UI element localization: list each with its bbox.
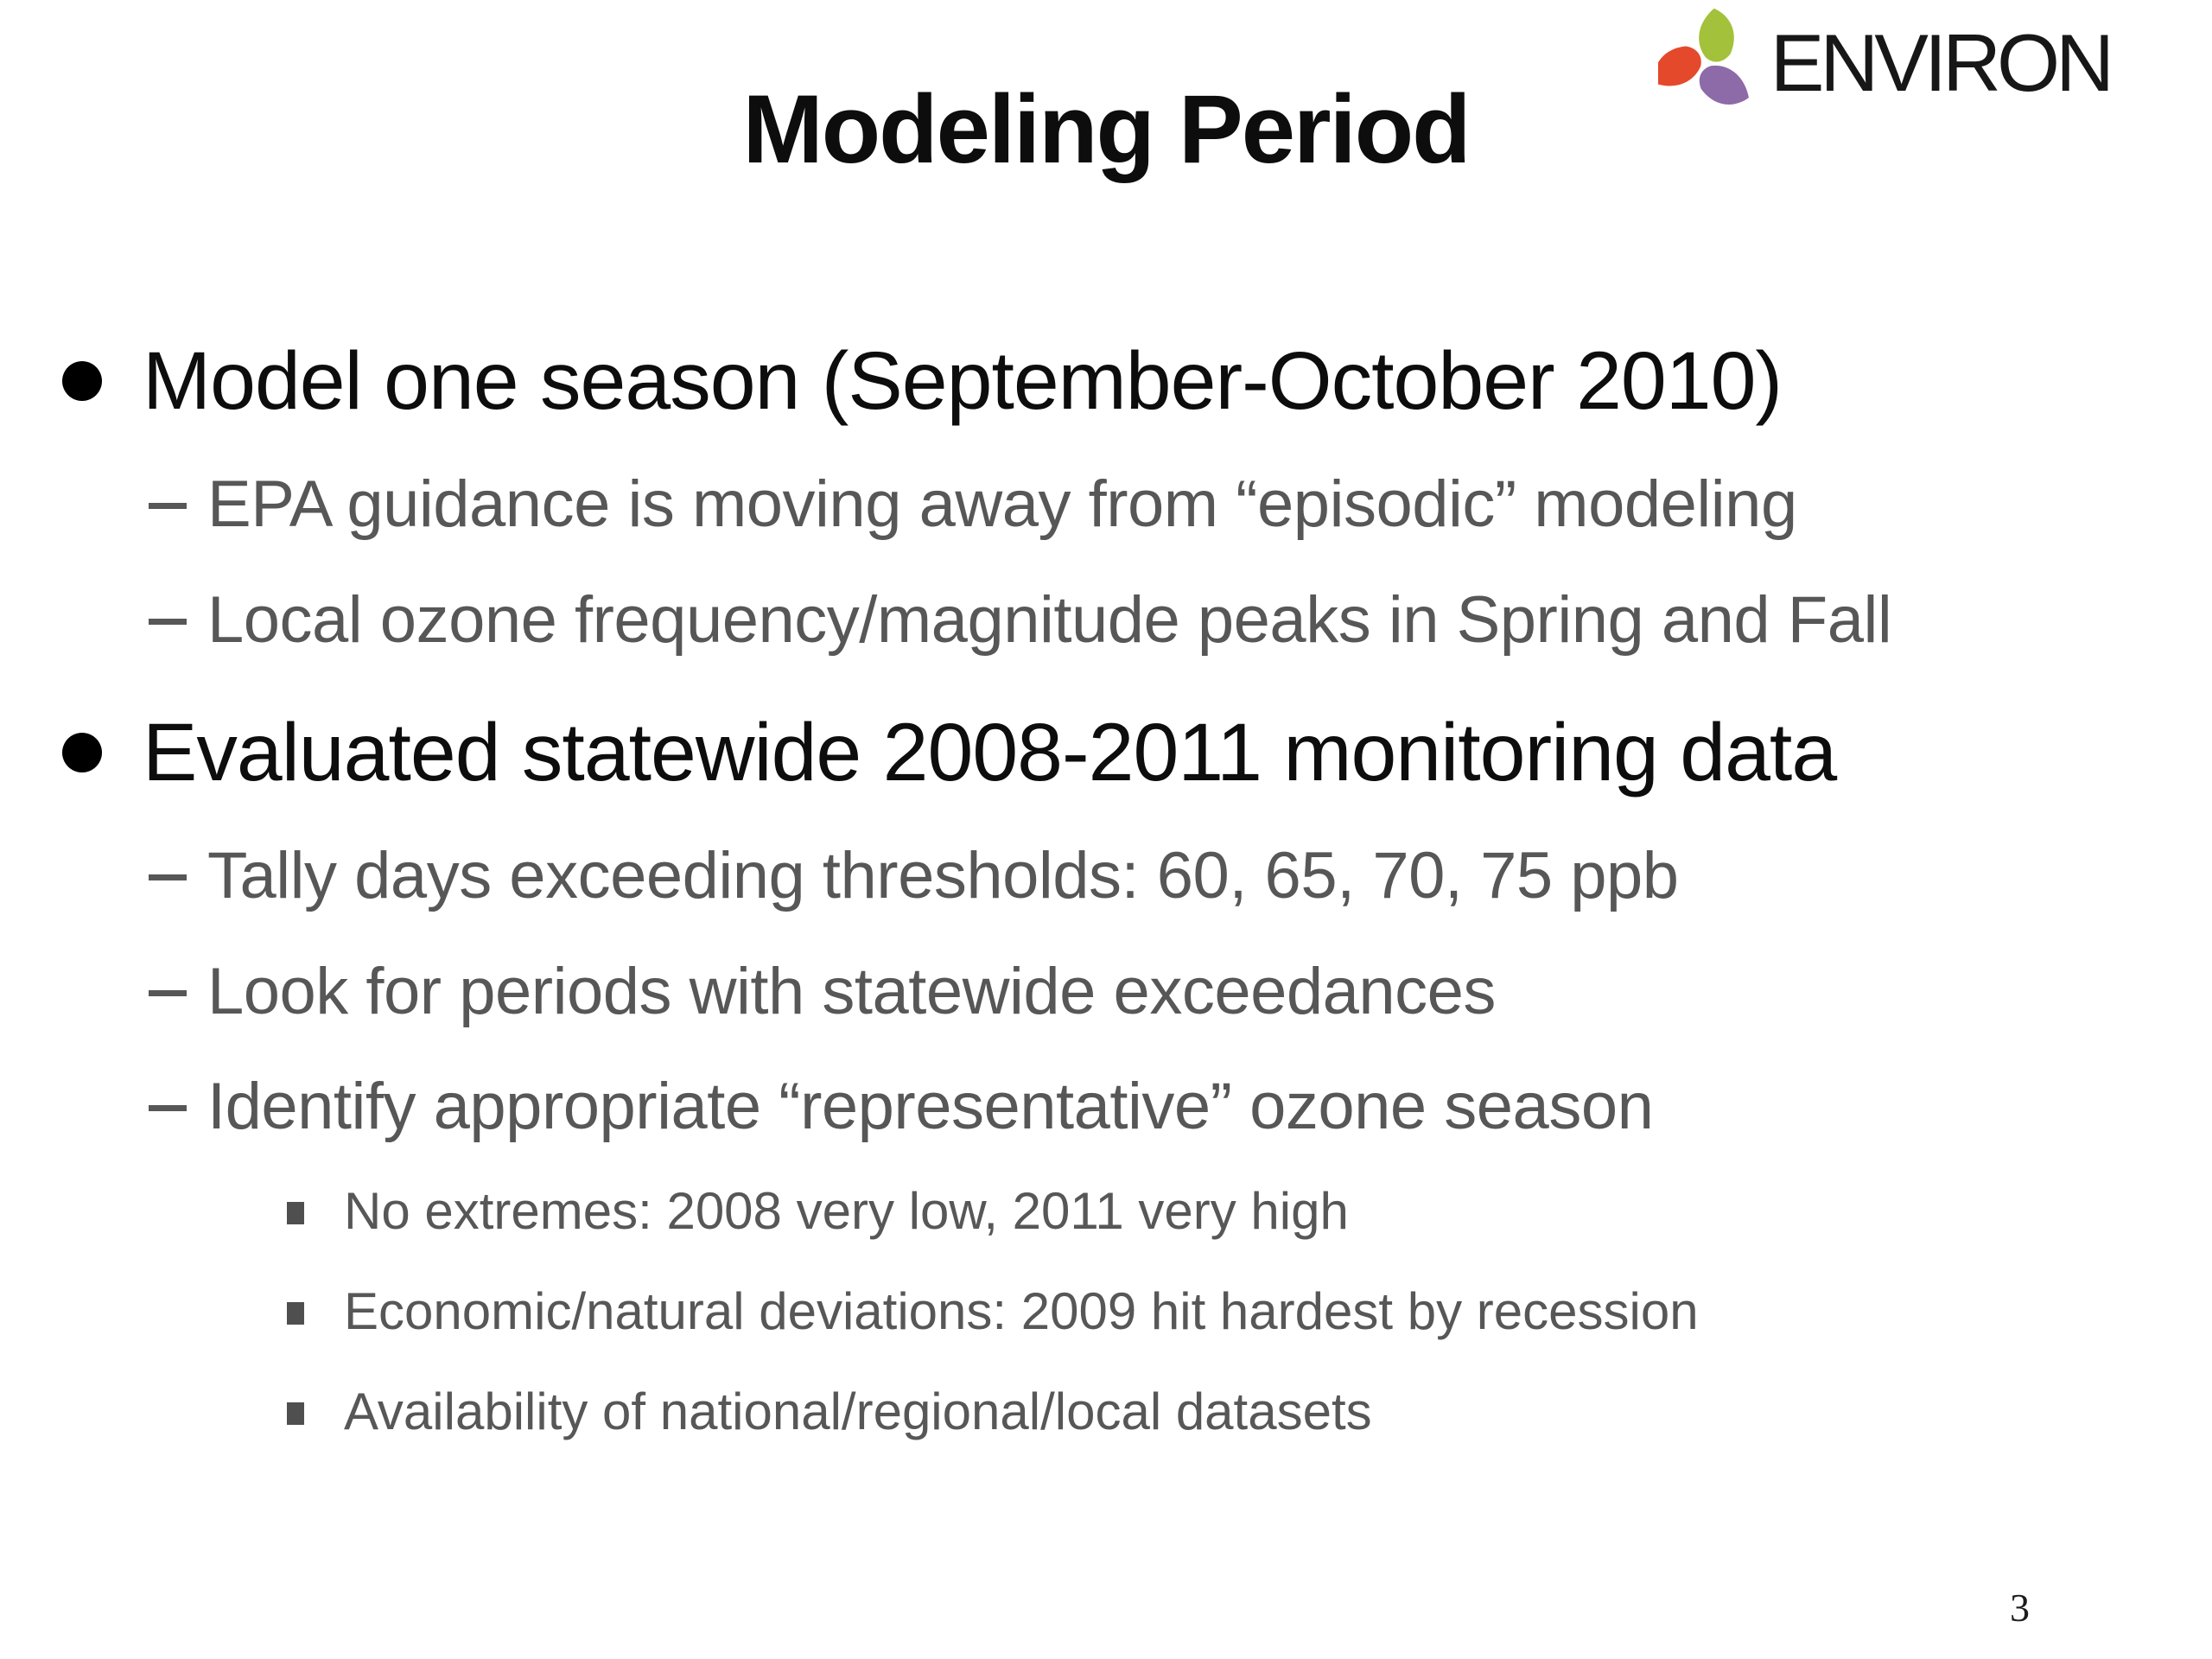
bullet-dash-icon	[149, 989, 187, 996]
bullet-disc-icon	[62, 361, 102, 401]
bullet-item-level2: EPA guidance is moving away from “episod…	[0, 468, 2212, 541]
bullet-text: Model one season (September-October 2010…	[143, 335, 1783, 427]
bullet-text: Tally days exceeding thresholds: 60, 65,…	[207, 838, 1679, 912]
bullet-item-level2: Identify appropriate “representative” oz…	[0, 1071, 2212, 1143]
environ-logo: ENVIRON	[1657, 5, 2114, 121]
bullet-list: Model one season (September-October 2010…	[0, 335, 2212, 1484]
logo-petal-green	[1698, 8, 1734, 62]
bullet-item-level1: Evaluated statewide 2008-2011 monitoring…	[0, 707, 2212, 798]
bullet-item-level3: Availability of national/regional/local …	[0, 1382, 2212, 1440]
environ-logo-icon	[1657, 8, 1749, 105]
slide-title: Modeling Period	[742, 75, 1471, 183]
bullet-text: Evaluated statewide 2008-2011 monitoring…	[143, 706, 1837, 798]
bullet-item-level2: Local ozone frequency/magnitude peaks in…	[0, 584, 2212, 657]
bullet-item-level3: Economic/natural deviations: 2009 hit ha…	[0, 1281, 2212, 1340]
bullet-dash-icon	[149, 874, 187, 880]
bullet-text: Identify appropriate “representative” oz…	[207, 1070, 1654, 1144]
bullet-dash-icon	[149, 503, 187, 510]
bullet-item-level2: Tally days exceeding thresholds: 60, 65,…	[0, 840, 2212, 912]
bullet-item-level3: No extremes: 2008 very low, 2011 very hi…	[0, 1181, 2212, 1240]
page-number: 3	[2010, 1586, 2030, 1630]
bullet-square-icon	[287, 1201, 304, 1224]
bullet-item-level2: Look for periods with statewide exceedan…	[0, 954, 2212, 1028]
bullet-square-icon	[287, 1301, 304, 1325]
bullet-dash-icon	[149, 1105, 187, 1112]
logo-petal-red	[1657, 46, 1701, 86]
bullet-text: EPA guidance is moving away from “episod…	[207, 467, 1797, 542]
bullet-text: Local ozone frequency/magnitude peaks in…	[207, 582, 1892, 657]
bullet-text: Availability of national/regional/local …	[344, 1382, 1372, 1440]
logo-petal-purple	[1699, 65, 1749, 105]
bullet-text: Look for periods with statewide exceedan…	[207, 954, 1496, 1028]
bullet-disc-icon	[62, 732, 102, 772]
environ-logo-text: ENVIRON	[1770, 17, 2114, 108]
bullet-text: Economic/natural deviations: 2009 hit ha…	[344, 1281, 1699, 1340]
bullet-item-level1: Model one season (September-October 2010…	[0, 335, 2212, 427]
bullet-dash-icon	[149, 618, 187, 625]
bullet-square-icon	[287, 1402, 304, 1425]
bullet-text: No extremes: 2008 very low, 2011 very hi…	[344, 1181, 1349, 1240]
